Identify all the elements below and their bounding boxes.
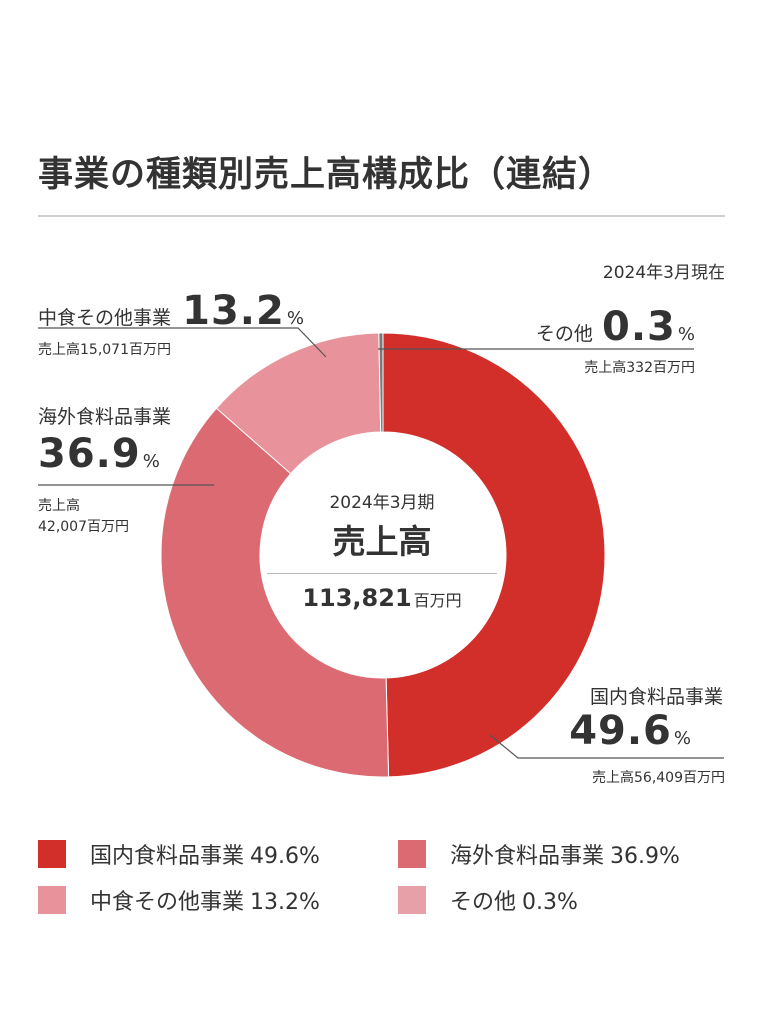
legend-swatch-nakashoku: [38, 886, 66, 914]
donut-center: 2024年3月期 売上高 113,821 百万円: [262, 488, 502, 612]
slice-other: [378, 332, 384, 433]
legend-label-domestic: 国内食料品事業: [90, 844, 245, 869]
label-domestic-name: 国内食料品事業: [589, 686, 723, 708]
center-divider: [267, 573, 497, 574]
page-title: 事業の種類別売上高構成比（連結）: [38, 155, 615, 195]
title-divider: [38, 215, 725, 217]
label-nakashoku-pct: 13.2: [182, 288, 285, 334]
label-domestic-pct: 49.6: [569, 708, 672, 754]
legend-pct-nakashoku: 13.2%: [250, 890, 320, 915]
label-nakashoku-sales: 売上高15,071百万円: [38, 342, 171, 358]
label-domestic-sales: 売上高56,409百万円: [592, 770, 725, 786]
label-overseas-sales-prefix: 売上高: [38, 498, 80, 514]
label-overseas-pct-sign: %: [142, 451, 160, 472]
center-title: 売上高: [332, 522, 432, 561]
label-other-sales: 売上高332百万円: [584, 360, 695, 376]
legend-item-domestic: 国内食料品事業 49.6%: [38, 838, 320, 870]
leader-line-nakashoku: [38, 327, 327, 358]
label-nakashoku-pct-sign: %: [286, 308, 304, 329]
label-overseas-sales: 売上高 42,007百万円: [38, 496, 129, 538]
legend-label-overseas: 海外食料品事業: [450, 844, 605, 869]
legend-pct-domestic: 49.6%: [250, 844, 320, 869]
legend-label-other: その他: [450, 890, 517, 915]
label-overseas-name: 海外食料品事業: [38, 406, 172, 428]
center-unit: 百万円: [413, 591, 462, 610]
label-domestic-pct-sign: %: [673, 728, 691, 749]
label-nakashoku-name: 中食その他事業: [38, 307, 172, 329]
legend-item-nakashoku: 中食その他事業 13.2%: [38, 884, 320, 916]
legend-item-other: その他 0.3%: [398, 884, 578, 916]
label-other-pct-sign: %: [677, 324, 695, 345]
leader-line-domestic: [489, 734, 724, 759]
label-overseas: 海外食料品事業 36.9%: [38, 402, 171, 477]
legend-pct-other: 0.3%: [522, 890, 578, 915]
slice-domestic: [382, 332, 606, 778]
center-total: 113,821: [302, 584, 412, 612]
as-of-date: 2024年3月現在: [602, 263, 725, 283]
legend-pct-overseas: 36.9%: [610, 844, 680, 869]
legend-swatch-domestic: [38, 840, 66, 868]
label-nakashoku: 中食その他事業 13.2%: [38, 288, 304, 334]
center-period: 2024年3月期: [329, 493, 435, 513]
label-domestic: 49.6%: [569, 708, 691, 754]
label-other-pct: 0.3: [602, 304, 676, 350]
label-other-name: その他: [535, 323, 593, 345]
legend-swatch-overseas: [398, 840, 426, 868]
legend-label-nakashoku: 中食その他事業: [90, 890, 245, 915]
label-overseas-pct: 36.9: [38, 431, 141, 477]
slice-overseas: [160, 407, 390, 778]
legend-swatch-other: [398, 886, 426, 914]
legend-item-overseas: 海外食料品事業 36.9%: [398, 838, 680, 870]
label-overseas-sales-amount: 42,007百万円: [38, 519, 129, 535]
label-other: その他 0.3%: [536, 304, 695, 350]
